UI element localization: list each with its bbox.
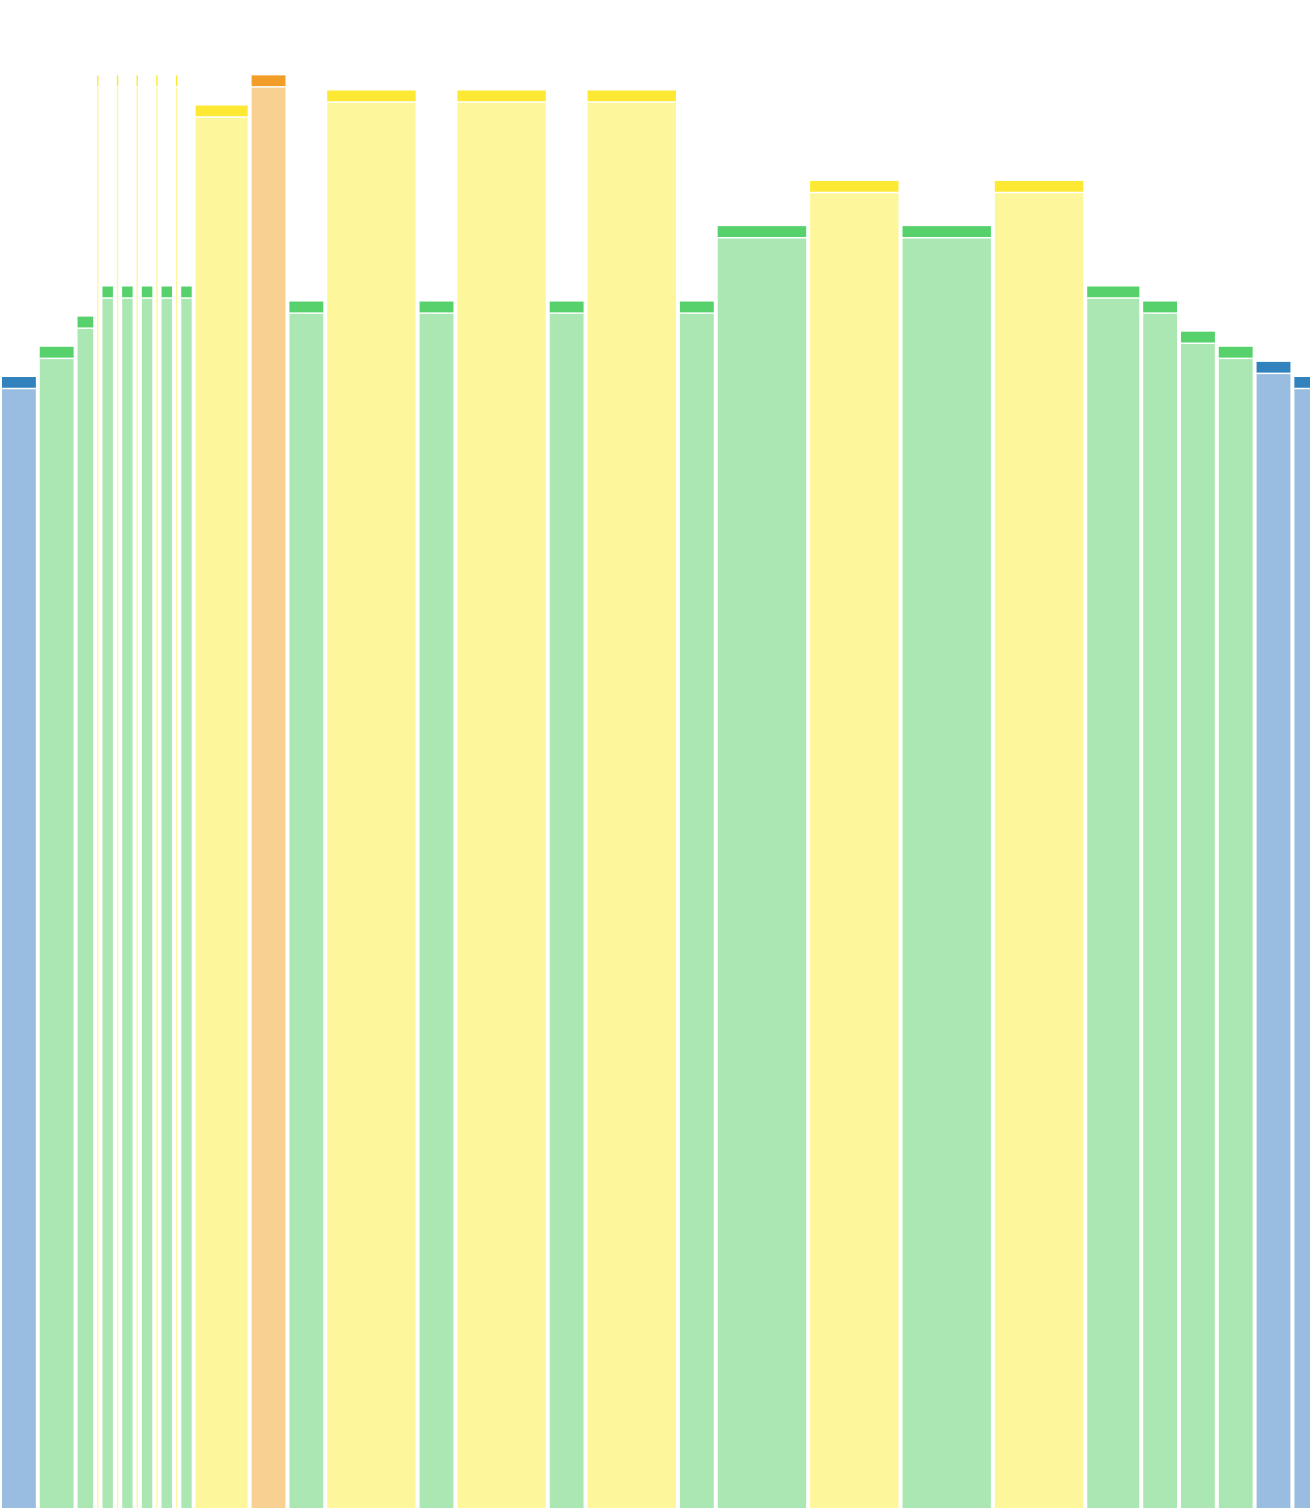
bar-cap-32	[1294, 377, 1310, 388]
bar-cap-15	[251, 75, 286, 87]
bar-27	[1087, 286, 1140, 1508]
bar-cap-20	[549, 301, 584, 313]
bar-5	[102, 286, 113, 1508]
bar-12	[175, 75, 178, 1508]
bar-cap-18	[419, 301, 454, 313]
bar-cap-23	[717, 226, 807, 238]
bar-11	[161, 286, 172, 1508]
bar-8	[136, 75, 138, 1508]
bar-3	[77, 316, 94, 1508]
bar-cap-4	[97, 75, 99, 87]
bar-cap-17	[327, 90, 416, 102]
bar-cap-21	[587, 90, 676, 102]
bar-cap-16	[289, 301, 324, 313]
bar-cap-28	[1143, 301, 1178, 313]
bar-cap-8	[136, 75, 138, 87]
bar-cap-19	[457, 90, 546, 102]
bar-14	[195, 105, 248, 1508]
bar-cap-6	[116, 75, 119, 87]
bar-cap-14	[195, 105, 248, 117]
bar-21	[587, 90, 676, 1508]
bar-cap-25	[902, 226, 991, 238]
bar-32	[1294, 377, 1310, 1508]
bar-cap-26	[994, 180, 1084, 192]
bar-cap-3	[77, 316, 94, 328]
bar-cap-27	[1087, 286, 1140, 298]
bar-cap-1	[2, 377, 36, 388]
bar-25	[902, 226, 991, 1508]
bar-cap-24	[810, 180, 899, 192]
bar-cap-12	[175, 75, 178, 87]
bar-cap-30	[1218, 346, 1253, 358]
bar-31	[1256, 361, 1291, 1508]
bar-26	[994, 180, 1084, 1508]
bar-cap-13	[181, 286, 192, 298]
bar-cap-22	[679, 301, 714, 313]
bar-20	[549, 301, 584, 1508]
bar-13	[181, 286, 192, 1508]
bar-2	[39, 346, 74, 1508]
bar-16	[289, 301, 324, 1508]
bar-cap-11	[161, 286, 172, 298]
bar-cap-2	[39, 346, 74, 358]
bar-6	[116, 75, 119, 1508]
bar-4	[97, 75, 99, 1508]
bar-1	[2, 377, 36, 1508]
bar-29	[1181, 331, 1215, 1508]
bar-cap-31	[1256, 361, 1291, 373]
bar-28	[1143, 301, 1178, 1508]
bar-18	[419, 301, 454, 1508]
bar-19	[457, 90, 546, 1508]
bar-22	[679, 301, 714, 1508]
bar-cap-29	[1181, 331, 1215, 343]
bar-10	[156, 75, 158, 1508]
bar-cap-5	[102, 286, 113, 298]
bar-cap-9	[141, 286, 153, 298]
bar-15	[251, 75, 286, 1508]
bar-24	[810, 180, 899, 1508]
bar-7	[122, 286, 133, 1508]
bar-cap-10	[156, 75, 158, 87]
bar-17	[327, 90, 416, 1508]
bar-9	[141, 286, 153, 1508]
bar-23	[717, 226, 807, 1508]
bars-group	[2, 75, 1310, 1508]
bar-cap-7	[122, 286, 133, 298]
bar-30	[1218, 346, 1253, 1508]
